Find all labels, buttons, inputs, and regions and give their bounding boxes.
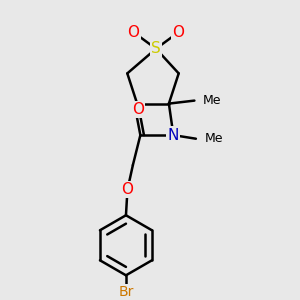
Text: O: O — [122, 182, 134, 197]
Text: Me: Me — [204, 132, 223, 145]
Text: O: O — [172, 25, 184, 40]
Text: O: O — [128, 25, 140, 40]
Text: O: O — [132, 102, 144, 117]
Text: Br: Br — [118, 285, 134, 299]
Text: S: S — [151, 41, 161, 56]
Text: Me: Me — [203, 94, 221, 107]
Text: N: N — [168, 128, 179, 142]
